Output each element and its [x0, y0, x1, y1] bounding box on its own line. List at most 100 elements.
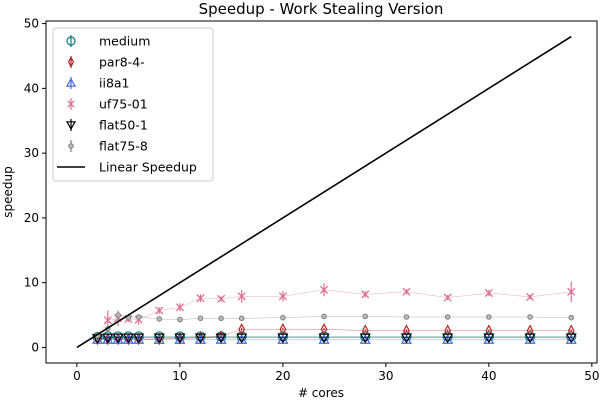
series-line — [97, 314, 572, 337]
x-axis-label: # cores — [298, 386, 344, 400]
data-point — [238, 315, 245, 322]
data-point — [568, 314, 575, 321]
data-point — [177, 316, 183, 323]
data-point — [154, 331, 165, 342]
legend: medium par8-4- ii8a1 uf75-01 flat50-1 flat75-… — [52, 27, 214, 182]
series-line — [97, 289, 572, 338]
data-point — [102, 333, 114, 344]
data-point — [442, 331, 453, 342]
data-point — [237, 292, 246, 301]
data-point — [361, 290, 370, 299]
data-point — [174, 331, 185, 342]
x-tick-label: 0 — [73, 369, 81, 383]
data-point — [174, 333, 186, 344]
x-tick-label: 40 — [481, 369, 496, 383]
data-point — [401, 331, 412, 342]
series-par8-4- — [94, 323, 575, 346]
data-point — [102, 331, 113, 342]
plot-area-frame — [45, 20, 598, 364]
data-point — [444, 314, 451, 320]
data-point — [153, 333, 165, 344]
series-line — [97, 336, 572, 338]
legend-label: flat50-1 — [99, 118, 148, 133]
data-point — [196, 294, 205, 303]
y-tick-label: 50 — [24, 17, 39, 31]
data-point — [215, 333, 227, 344]
legend-marker — [65, 121, 77, 131]
data-point — [527, 314, 533, 320]
data-point — [133, 333, 145, 344]
legend-label: Linear Speedup — [99, 160, 197, 175]
y-axis-label: speedup — [1, 166, 15, 217]
data-point — [112, 331, 124, 342]
data-point — [135, 314, 142, 320]
data-point — [362, 313, 369, 320]
legend-marker — [68, 143, 74, 149]
data-point — [156, 316, 163, 322]
data-point — [442, 333, 454, 344]
series-flat75-8 — [94, 312, 575, 339]
y-tick-label: 10 — [24, 276, 39, 290]
data-point — [524, 333, 536, 344]
data-point — [133, 331, 144, 342]
data-point — [318, 331, 330, 342]
data-point — [403, 314, 410, 320]
legend-label: medium — [99, 34, 150, 49]
data-point — [402, 287, 411, 296]
linear-speedup-line — [76, 35, 572, 349]
data-point — [525, 292, 535, 301]
data-point — [484, 288, 493, 298]
data-point — [194, 333, 207, 344]
y-tick-label: 40 — [24, 81, 39, 95]
legend-label: flat75-8 — [99, 139, 148, 154]
data-point — [565, 333, 577, 344]
data-point — [321, 313, 327, 320]
data-point — [318, 333, 330, 344]
y-tick-label: 20 — [24, 211, 39, 225]
chart-title: Speedup - Work Stealing Version — [199, 0, 444, 18]
data-point — [320, 285, 329, 294]
data-point — [175, 303, 184, 312]
data-point — [218, 315, 224, 322]
data-point — [123, 331, 134, 342]
data-point — [483, 333, 495, 344]
series-flat50-1 — [91, 333, 577, 345]
data-point — [122, 333, 134, 344]
data-point — [103, 316, 112, 325]
data-point — [277, 333, 289, 344]
legend-marker — [67, 56, 75, 68]
axes-layer: 0 10 20 30 40 50 0 10 20 30 40 50 — [24, 17, 600, 383]
y-tick-label: 30 — [24, 146, 39, 160]
data-layer — [76, 35, 577, 349]
data-point — [280, 314, 286, 321]
data-point — [359, 333, 371, 344]
legend-box — [52, 27, 214, 182]
legend-label: uf75-01 — [99, 97, 148, 112]
data-point — [400, 333, 412, 344]
x-tick-label: 20 — [275, 369, 290, 383]
data-point — [236, 333, 248, 344]
legend-marker — [66, 36, 76, 46]
data-point — [524, 331, 536, 342]
legend-marker — [67, 100, 75, 108]
legend-marker — [65, 77, 77, 87]
series-medium — [92, 331, 577, 343]
data-point — [278, 292, 287, 301]
series-uf75-01 — [93, 281, 576, 342]
data-point — [483, 331, 494, 342]
data-point — [197, 315, 204, 322]
data-point — [277, 331, 288, 342]
data-point — [360, 331, 371, 342]
data-point — [115, 312, 121, 318]
data-point — [567, 287, 576, 296]
y-tick-label: 0 — [31, 340, 39, 354]
x-tick-label: 10 — [172, 369, 187, 383]
series-linear-speedup — [76, 35, 572, 349]
data-point — [236, 331, 247, 342]
data-point — [217, 294, 226, 303]
series-line — [97, 337, 572, 339]
data-point — [443, 293, 452, 302]
data-point — [486, 314, 492, 320]
